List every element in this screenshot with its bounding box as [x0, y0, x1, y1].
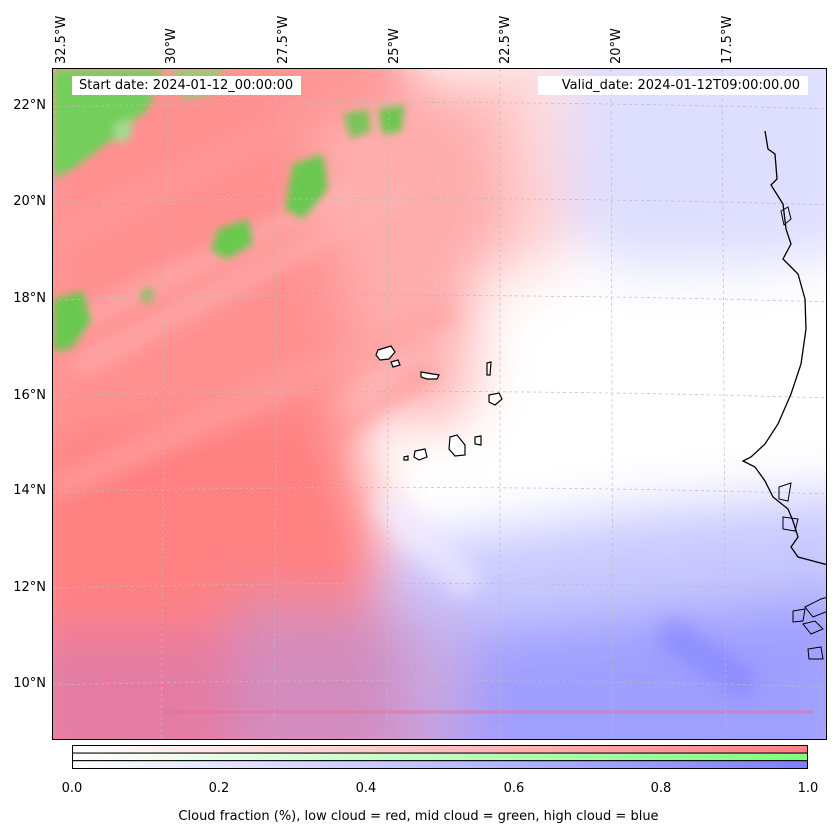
lon-tick-25w: 25°W: [387, 28, 402, 64]
cloud-streaks: [53, 69, 762, 702]
lon-tick-32-5w: 32.5°W: [54, 15, 69, 64]
lat-tick-14n: 14°N: [13, 483, 46, 498]
coastal-islet: [792, 608, 806, 623]
colorbar-tick-marks: [72, 768, 808, 769]
coastal-islet: [780, 206, 792, 226]
island-santiago: [448, 434, 466, 457]
lon-tick-17-5w: 17.5°W: [720, 15, 735, 64]
coastal-islet: [782, 516, 799, 532]
start-date-label: Start date: 2024-01-12_00:00:00: [72, 76, 302, 95]
island-sal: [486, 361, 492, 376]
cape-verde-islands: [375, 345, 503, 461]
island-maio: [474, 435, 482, 446]
lat-tick-20n: 20°N: [13, 194, 46, 209]
map-panel: [52, 68, 827, 740]
island-santo-antao: [375, 345, 396, 361]
lat-tick-16n: 16°N: [13, 388, 46, 403]
coastal-islet: [804, 597, 826, 618]
colorbar-tick-0-2: 0.2: [208, 781, 230, 796]
colorbar-high-cloud: [72, 760, 808, 769]
coastal-islet: [778, 482, 792, 502]
lat-tick-22n: 22°N: [13, 98, 46, 113]
map-gridlines: [53, 69, 826, 739]
colorbar-label: Cloud fraction (%), low cloud = red, mid…: [178, 809, 659, 824]
colorbar-tick-1-0: 1.0: [797, 781, 819, 796]
island-sao-nicolau: [420, 371, 440, 380]
colorbar-tick-0-4: 0.4: [355, 781, 377, 796]
lon-tick-22-5w: 22.5°W: [498, 15, 513, 64]
colorbar-tick-0-8: 0.8: [650, 781, 672, 796]
island-fogo: [413, 448, 428, 461]
lon-tick-20w: 20°W: [609, 28, 624, 64]
cloud-fraction-map: [53, 69, 826, 739]
lat-tick-10n: 10°N: [13, 676, 46, 691]
lat-tick-18n: 18°N: [13, 291, 46, 306]
colorbar-tick-0-6: 0.6: [503, 781, 525, 796]
colorbar-low-cloud: [72, 745, 808, 754]
island-boa-vista: [488, 392, 503, 406]
colorbar-mid-cloud: [72, 752, 808, 762]
lat-tick-12n: 12°N: [13, 580, 46, 595]
colorbar-tick-0-0: 0.0: [61, 781, 83, 796]
valid-date-label: Valid_date: 2024-01-12T09:00:00.00: [538, 76, 808, 95]
colorbar: [72, 745, 808, 769]
island-brava: [403, 455, 409, 461]
coastal-islet: [802, 620, 824, 635]
island-sao-vicente: [390, 359, 401, 368]
lon-tick-27-5w: 27.5°W: [276, 15, 291, 64]
coastal-islet: [807, 646, 824, 660]
lon-tick-30w: 30°W: [164, 28, 179, 64]
